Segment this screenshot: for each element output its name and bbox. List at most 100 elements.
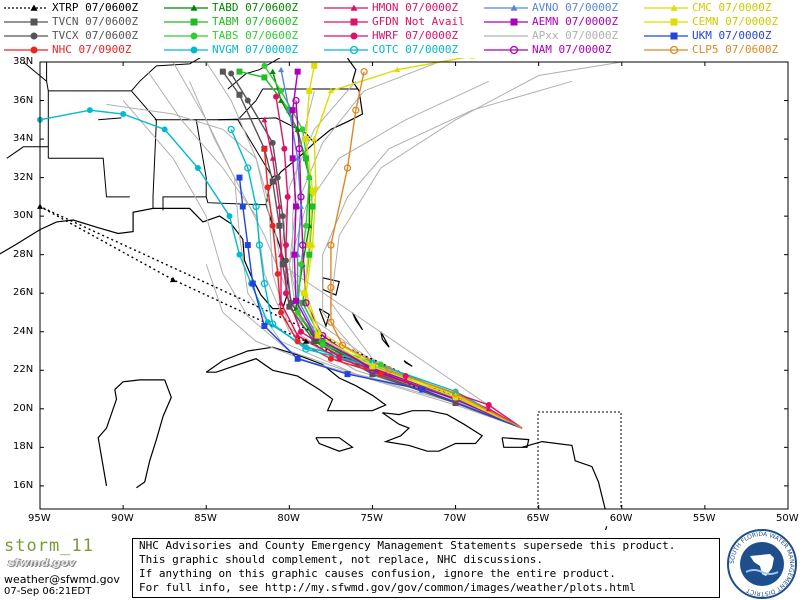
track-point-marker xyxy=(236,68,243,75)
track-point-marker xyxy=(291,251,298,258)
lat-label: 28N xyxy=(13,248,34,260)
legend-swatch-icon xyxy=(4,4,48,11)
track-point-marker xyxy=(469,58,476,59)
track-point-marker xyxy=(306,242,313,249)
track-point-marker xyxy=(292,297,299,304)
brand-block: storm_11 sfwmd.gov weather@sfwmd.gov 07-… xyxy=(4,536,128,598)
watch-box xyxy=(537,411,622,510)
legend-label: TABS 07/0600Z xyxy=(212,29,299,42)
track-point-marker xyxy=(419,386,426,393)
lat-label: 24N xyxy=(13,325,34,337)
track-point-marker xyxy=(302,345,310,353)
track-point-marker xyxy=(402,376,409,383)
track-map xyxy=(0,58,800,530)
legend-item: TVCX 07/0600Z xyxy=(2,29,162,43)
legend-label: TABM 07/0600Z xyxy=(212,15,299,28)
legend-item: TVCN 07/0600Z xyxy=(2,15,162,29)
lon-label: 65W xyxy=(526,513,550,524)
track-point-marker xyxy=(236,251,243,258)
track-point-marker xyxy=(294,355,301,362)
track-point-marker xyxy=(299,126,306,133)
model-legend: XTRP 07/0600Z TVCN 07/0600Z TVCX 07/0600Z N… xyxy=(0,0,800,58)
legend-item: COTC 07/0000Z xyxy=(322,43,482,57)
track-point-marker xyxy=(294,309,301,316)
track-markers xyxy=(37,58,492,412)
track-point-marker xyxy=(278,97,285,103)
legend-item: NAM 07/0000Z xyxy=(482,43,642,57)
track-point-marker xyxy=(360,67,368,76)
legend-label: AVNO 07/0000Z xyxy=(532,1,619,14)
legend-label: TVCN 07/0600Z xyxy=(52,15,139,28)
track-point-marker xyxy=(276,222,283,229)
track-point-marker xyxy=(369,363,376,370)
legend-label: TABD 07/0600Z xyxy=(212,1,299,14)
legend-label: XTRP 07/0600Z xyxy=(52,1,139,14)
track-point-marker xyxy=(276,203,283,209)
lon-label: 80W xyxy=(277,513,300,524)
track-point-marker xyxy=(286,303,293,310)
track-point-marker xyxy=(377,361,384,368)
legend-item: CLP5 07/0600Z xyxy=(642,43,800,57)
track-point-marker xyxy=(302,222,309,229)
lon-label: 55W xyxy=(692,513,716,524)
disclaimer-line: For full info, see http://my.sfwmd.gov/g… xyxy=(139,581,636,594)
legend-label: APxx 07/0000Z xyxy=(532,29,619,42)
legend-swatch-icon xyxy=(644,4,688,11)
legend-label: AEMN 07/0000Z xyxy=(532,15,619,28)
legend-label: NHC 07/0900Z xyxy=(52,43,132,56)
coastline-layer xyxy=(0,58,608,530)
track-point-marker xyxy=(302,155,309,162)
disclaimer-line: NHC Advisories and County Emergency Mana… xyxy=(139,539,676,552)
legend-swatch-icon xyxy=(324,4,368,11)
track-point-marker xyxy=(301,290,308,297)
legend-item: NHC 07/0900Z xyxy=(2,43,162,57)
track-point-marker xyxy=(194,164,201,171)
track-point-marker xyxy=(343,164,352,172)
legend-label: COTC 07/0000Z xyxy=(372,43,459,56)
track-point-marker xyxy=(295,145,303,153)
track-point-marker xyxy=(227,125,235,134)
track-point-marker xyxy=(394,66,401,73)
track-point-marker xyxy=(327,87,334,94)
track-point-marker xyxy=(249,280,256,287)
track-point-marker xyxy=(306,251,313,258)
lon-label: 85W xyxy=(194,513,217,524)
lon-label: 50W xyxy=(776,513,799,524)
track-point-marker xyxy=(451,389,460,398)
track-point-marker xyxy=(274,270,281,277)
track-point-marker xyxy=(120,111,127,118)
track-point-marker xyxy=(327,241,335,249)
track-point-marker xyxy=(292,203,299,210)
track-point-marker xyxy=(289,107,296,114)
track-point-marker xyxy=(278,87,285,94)
track-point-marker xyxy=(319,338,326,345)
track-point-marker xyxy=(279,261,286,268)
lon-label: 95W xyxy=(28,513,51,524)
track-point-marker xyxy=(260,279,269,288)
legend-item: AVNO 07/0000Z xyxy=(482,1,642,15)
lat-label: 16N xyxy=(13,479,34,491)
track-point-marker xyxy=(269,155,276,161)
track-point-marker xyxy=(336,353,343,360)
track-point-marker xyxy=(309,188,316,195)
contact-email: weather@sfwmd.gov xyxy=(4,573,120,586)
track-point-marker xyxy=(314,332,321,339)
track-point-marker xyxy=(327,355,334,362)
track-point-marker xyxy=(261,145,268,152)
lat-label: 34N xyxy=(13,133,34,145)
legend-label: CEMN 07/0000Z xyxy=(692,15,779,28)
sfwmd-seal-logo: SOUTH FLORIDA WATER MANAGEMENT DISTRICT xyxy=(727,529,797,599)
track-point-marker xyxy=(302,338,309,344)
track-point-marker xyxy=(302,299,310,307)
track-point-marker xyxy=(279,213,286,220)
legend-swatch-icon xyxy=(164,18,208,26)
lon-label: 75W xyxy=(360,513,384,524)
track-point-marker xyxy=(255,241,264,249)
track-point-marker xyxy=(226,213,233,220)
track-point-marker xyxy=(283,257,290,264)
legend-label: CMC 07/0000Z xyxy=(692,1,772,14)
track-point-marker xyxy=(294,126,301,132)
legend-swatch-icon xyxy=(4,32,48,40)
legend-item: UKM 07/0000Z xyxy=(642,29,800,43)
legend-swatch-icon xyxy=(324,45,368,55)
